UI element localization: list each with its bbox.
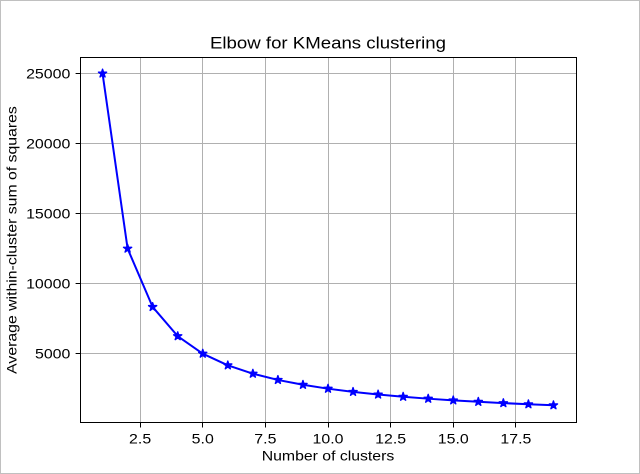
svg-text:15000: 15000 [26, 206, 71, 222]
svg-text:25000: 25000 [26, 66, 71, 82]
svg-text:10000: 10000 [26, 276, 71, 292]
svg-text:5000: 5000 [35, 346, 71, 362]
svg-text:Number of clusters: Number of clusters [262, 447, 395, 463]
svg-text:Average within-cluster sum of: Average within-cluster sum of squares [4, 106, 20, 374]
svg-text:Elbow for KMeans clustering: Elbow for KMeans clustering [210, 33, 446, 52]
svg-text:17.5: 17.5 [500, 431, 531, 447]
svg-text:7.5: 7.5 [254, 431, 276, 447]
svg-text:12.5: 12.5 [375, 431, 406, 447]
svg-text:10.0: 10.0 [313, 431, 344, 447]
svg-text:15.0: 15.0 [438, 431, 469, 447]
svg-text:20000: 20000 [26, 136, 71, 152]
svg-text:2.5: 2.5 [129, 431, 151, 447]
svg-text:5.0: 5.0 [192, 431, 214, 447]
